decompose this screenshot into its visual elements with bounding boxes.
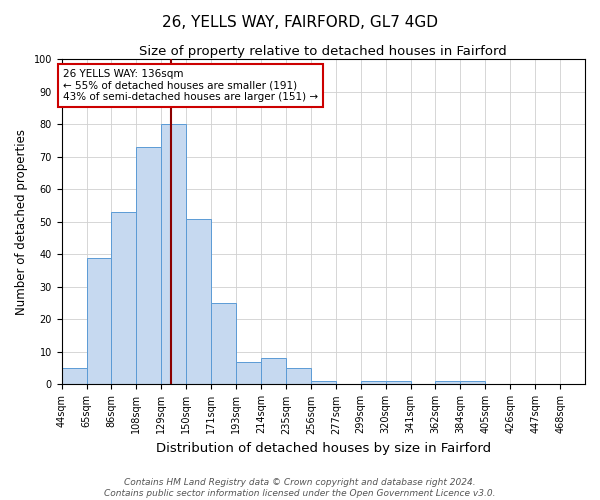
Text: 26 YELLS WAY: 136sqm
← 55% of detached houses are smaller (191)
43% of semi-deta: 26 YELLS WAY: 136sqm ← 55% of detached h… <box>63 69 318 102</box>
Bar <box>286 368 311 384</box>
Bar <box>186 218 211 384</box>
Bar <box>460 381 485 384</box>
X-axis label: Distribution of detached houses by size in Fairford: Distribution of detached houses by size … <box>156 442 491 455</box>
Bar <box>161 124 186 384</box>
Bar <box>62 368 86 384</box>
Bar <box>236 362 261 384</box>
Bar <box>436 381 460 384</box>
Bar <box>311 381 336 384</box>
Bar <box>261 358 286 384</box>
Bar <box>361 381 386 384</box>
Bar <box>386 381 410 384</box>
Text: Contains HM Land Registry data © Crown copyright and database right 2024.
Contai: Contains HM Land Registry data © Crown c… <box>104 478 496 498</box>
Bar <box>112 212 136 384</box>
Y-axis label: Number of detached properties: Number of detached properties <box>15 129 28 315</box>
Title: Size of property relative to detached houses in Fairford: Size of property relative to detached ho… <box>139 45 507 58</box>
Bar <box>86 258 112 384</box>
Text: 26, YELLS WAY, FAIRFORD, GL7 4GD: 26, YELLS WAY, FAIRFORD, GL7 4GD <box>162 15 438 30</box>
Bar <box>136 147 161 384</box>
Bar <box>211 303 236 384</box>
